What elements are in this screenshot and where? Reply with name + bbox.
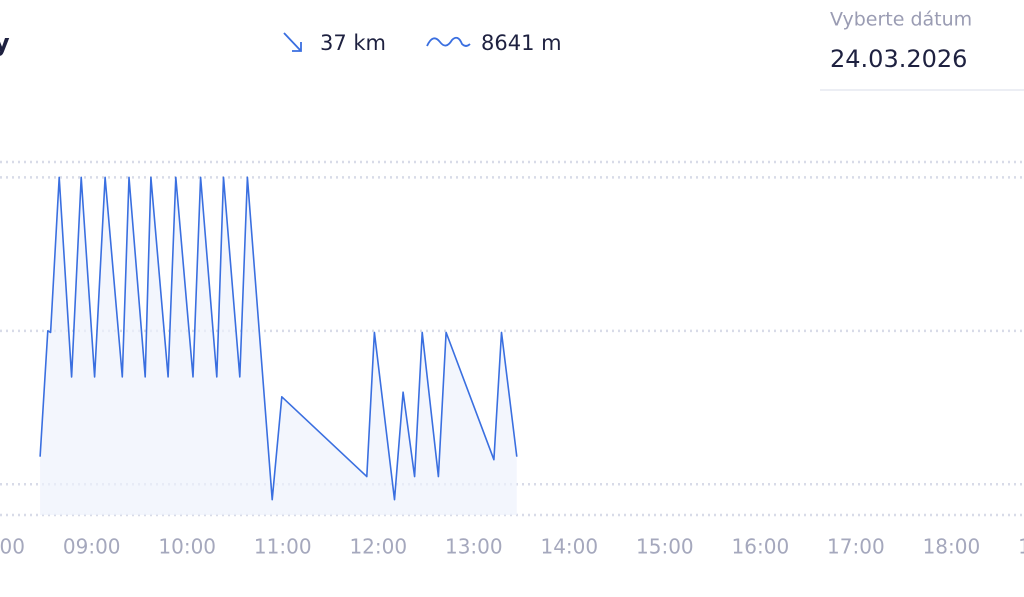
x-tick-label: 09:00	[63, 535, 121, 559]
x-tick-label: 19:00	[1018, 535, 1024, 559]
x-tick-label: 14:00	[540, 535, 598, 559]
date-value[interactable]: 24.03.2026	[830, 45, 967, 73]
x-tick-label: 15:00	[636, 535, 694, 559]
line	[39, 176, 518, 501]
x-tick-label: 12:00	[349, 535, 407, 559]
x-tick-label: 10:00	[158, 535, 216, 559]
elevation: 8641 m	[481, 31, 562, 55]
x-tick-label: 13:00	[445, 535, 503, 559]
elevation-icon	[426, 36, 471, 47]
area	[40, 177, 517, 516]
title: y	[0, 29, 10, 57]
x-tick-label: 16:00	[732, 535, 790, 559]
x-tick-label: 18:00	[923, 535, 981, 559]
distance: 37 km	[320, 31, 386, 55]
distance-icon	[283, 32, 302, 52]
x-tick-label: 11:00	[254, 535, 312, 559]
date-label: Vyberte dátum	[830, 9, 972, 31]
x-tick-label: 08:00	[0, 535, 25, 559]
x-tick-label: 17:00	[827, 535, 885, 559]
